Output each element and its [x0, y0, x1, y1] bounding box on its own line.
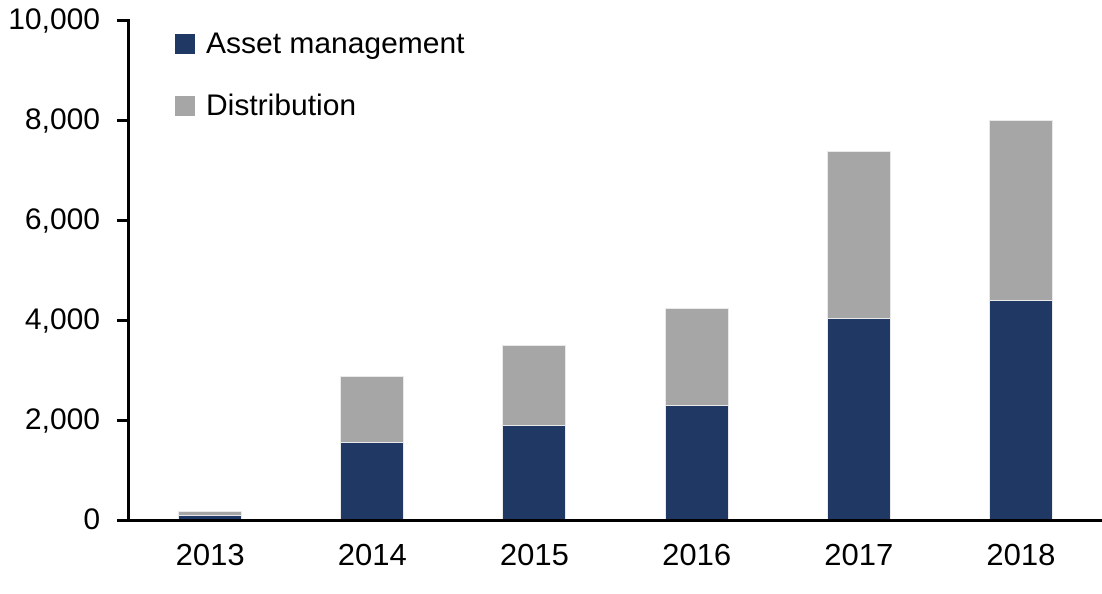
legend-item-distribution: Distribution	[175, 88, 464, 124]
y-tick-mark	[117, 519, 128, 522]
legend-item-asset-management: Asset management	[175, 26, 464, 62]
legend-swatch-asset-management	[175, 34, 195, 54]
x-axis-label-2015: 2015	[499, 537, 569, 572]
legend-label-distribution: Distribution	[206, 89, 357, 122]
x-axis-label-2016: 2016	[662, 537, 732, 572]
bar-segment-2014-asset-management	[340, 441, 405, 520]
legend-label-asset-management: Asset management	[206, 27, 465, 60]
y-tick-mark	[117, 319, 128, 322]
y-tick-mark	[117, 419, 128, 422]
bar-segment-2014-distribution	[340, 376, 405, 442]
y-tick-mark	[117, 219, 128, 222]
legend: Asset management Distribution	[175, 26, 464, 124]
x-axis-label-2017: 2017	[824, 537, 894, 572]
bar-segment-2016-asset-management	[664, 405, 729, 520]
x-axis-label-2018: 2018	[986, 537, 1056, 572]
bar-segment-2015-asset-management	[502, 425, 567, 520]
x-axis-label-2013: 2013	[175, 537, 245, 572]
y-tick-label: 4,000	[24, 303, 100, 336]
y-tick-label: 8,000	[24, 103, 100, 136]
y-tick-label: 6,000	[24, 203, 100, 236]
x-axis-label-2014: 2014	[337, 537, 407, 572]
y-tick-label: 10,000	[8, 3, 100, 36]
y-tick-label: 2,000	[24, 403, 100, 436]
bar-segment-2017-distribution	[826, 151, 891, 318]
bar-segment-2018-asset-management	[988, 300, 1053, 520]
bar-segment-2017-asset-management	[826, 317, 891, 520]
y-tick-label: 0	[83, 503, 100, 536]
bar-segment-2018-distribution	[988, 120, 1053, 300]
bar-segment-2016-distribution	[664, 307, 729, 405]
y-tick-mark	[117, 119, 128, 122]
bar-segment-2013-distribution	[178, 510, 243, 515]
bar-segment-2013-asset-management	[178, 515, 243, 520]
bar-segment-2015-distribution	[502, 345, 567, 425]
legend-swatch-distribution	[175, 96, 195, 116]
y-tick-mark	[117, 19, 128, 22]
y-axis	[127, 19, 130, 522]
x-axis	[127, 519, 1102, 522]
